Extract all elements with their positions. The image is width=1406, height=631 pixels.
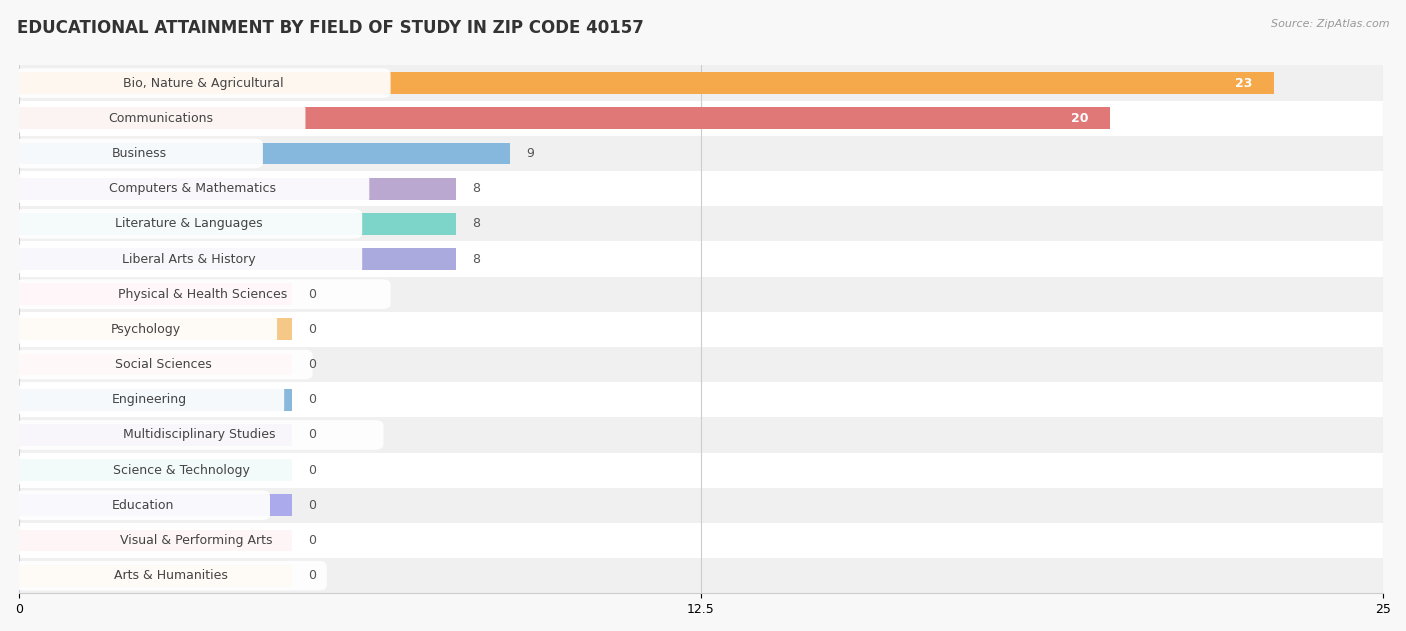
Bar — [20, 72, 1274, 94]
Text: Social Sciences: Social Sciences — [115, 358, 212, 371]
Text: Engineering: Engineering — [112, 393, 187, 406]
FancyBboxPatch shape — [15, 526, 377, 555]
Text: Literature & Languages: Literature & Languages — [115, 217, 263, 230]
FancyBboxPatch shape — [15, 490, 270, 520]
Bar — [20, 389, 292, 411]
Bar — [20, 242, 1384, 276]
Bar — [20, 452, 1384, 488]
Bar — [20, 248, 456, 270]
Bar — [20, 558, 1384, 593]
Text: Multidisciplinary Studies: Multidisciplinary Studies — [124, 428, 276, 442]
Text: 0: 0 — [308, 393, 316, 406]
Text: Visual & Performing Arts: Visual & Performing Arts — [120, 534, 271, 547]
Text: 8: 8 — [472, 182, 479, 195]
Bar — [20, 488, 1384, 523]
Bar — [20, 171, 1384, 206]
Text: 0: 0 — [308, 534, 316, 547]
Text: 8: 8 — [472, 252, 479, 266]
FancyBboxPatch shape — [15, 68, 391, 98]
Text: Business: Business — [111, 147, 166, 160]
Bar — [20, 213, 456, 235]
FancyBboxPatch shape — [15, 280, 391, 309]
Text: 0: 0 — [308, 323, 316, 336]
Bar — [20, 424, 292, 446]
FancyBboxPatch shape — [15, 103, 305, 133]
Bar — [20, 353, 292, 375]
Bar — [20, 523, 1384, 558]
Bar — [20, 565, 292, 587]
FancyBboxPatch shape — [15, 350, 312, 379]
Bar — [20, 459, 292, 481]
Text: 0: 0 — [308, 569, 316, 582]
Bar — [20, 382, 1384, 417]
Bar — [20, 143, 510, 164]
FancyBboxPatch shape — [15, 456, 349, 485]
Bar — [20, 107, 1111, 129]
Text: Arts & Humanities: Arts & Humanities — [114, 569, 228, 582]
FancyBboxPatch shape — [15, 139, 263, 168]
Bar — [20, 319, 292, 340]
Text: 0: 0 — [308, 288, 316, 301]
Text: 9: 9 — [526, 147, 534, 160]
Bar — [20, 276, 1384, 312]
Text: Psychology: Psychology — [111, 323, 181, 336]
Text: Liberal Arts & History: Liberal Arts & History — [122, 252, 256, 266]
FancyBboxPatch shape — [15, 174, 370, 203]
Bar — [20, 283, 292, 305]
Bar — [20, 529, 292, 551]
Bar — [20, 66, 1384, 101]
FancyBboxPatch shape — [15, 244, 363, 274]
Text: 0: 0 — [308, 464, 316, 476]
Bar — [20, 101, 1384, 136]
FancyBboxPatch shape — [15, 420, 384, 450]
FancyBboxPatch shape — [15, 385, 284, 415]
FancyBboxPatch shape — [15, 209, 363, 239]
FancyBboxPatch shape — [15, 561, 326, 591]
Text: 0: 0 — [308, 428, 316, 442]
Text: Computers & Mathematics: Computers & Mathematics — [108, 182, 276, 195]
Text: Education: Education — [111, 499, 174, 512]
Text: 0: 0 — [308, 499, 316, 512]
Text: Bio, Nature & Agricultural: Bio, Nature & Agricultural — [122, 76, 283, 90]
Text: Source: ZipAtlas.com: Source: ZipAtlas.com — [1271, 19, 1389, 29]
Text: 23: 23 — [1234, 76, 1253, 90]
Bar — [20, 417, 1384, 452]
Text: EDUCATIONAL ATTAINMENT BY FIELD OF STUDY IN ZIP CODE 40157: EDUCATIONAL ATTAINMENT BY FIELD OF STUDY… — [17, 19, 644, 37]
Text: 20: 20 — [1071, 112, 1088, 125]
FancyBboxPatch shape — [15, 315, 277, 344]
Bar — [20, 178, 456, 199]
Text: Science & Technology: Science & Technology — [112, 464, 250, 476]
Bar — [20, 495, 292, 516]
Text: 0: 0 — [308, 358, 316, 371]
Bar — [20, 136, 1384, 171]
Text: Physical & Health Sciences: Physical & Health Sciences — [118, 288, 287, 301]
Bar — [20, 206, 1384, 242]
Text: 8: 8 — [472, 217, 479, 230]
Bar — [20, 312, 1384, 347]
Bar — [20, 347, 1384, 382]
Text: Communications: Communications — [108, 112, 212, 125]
